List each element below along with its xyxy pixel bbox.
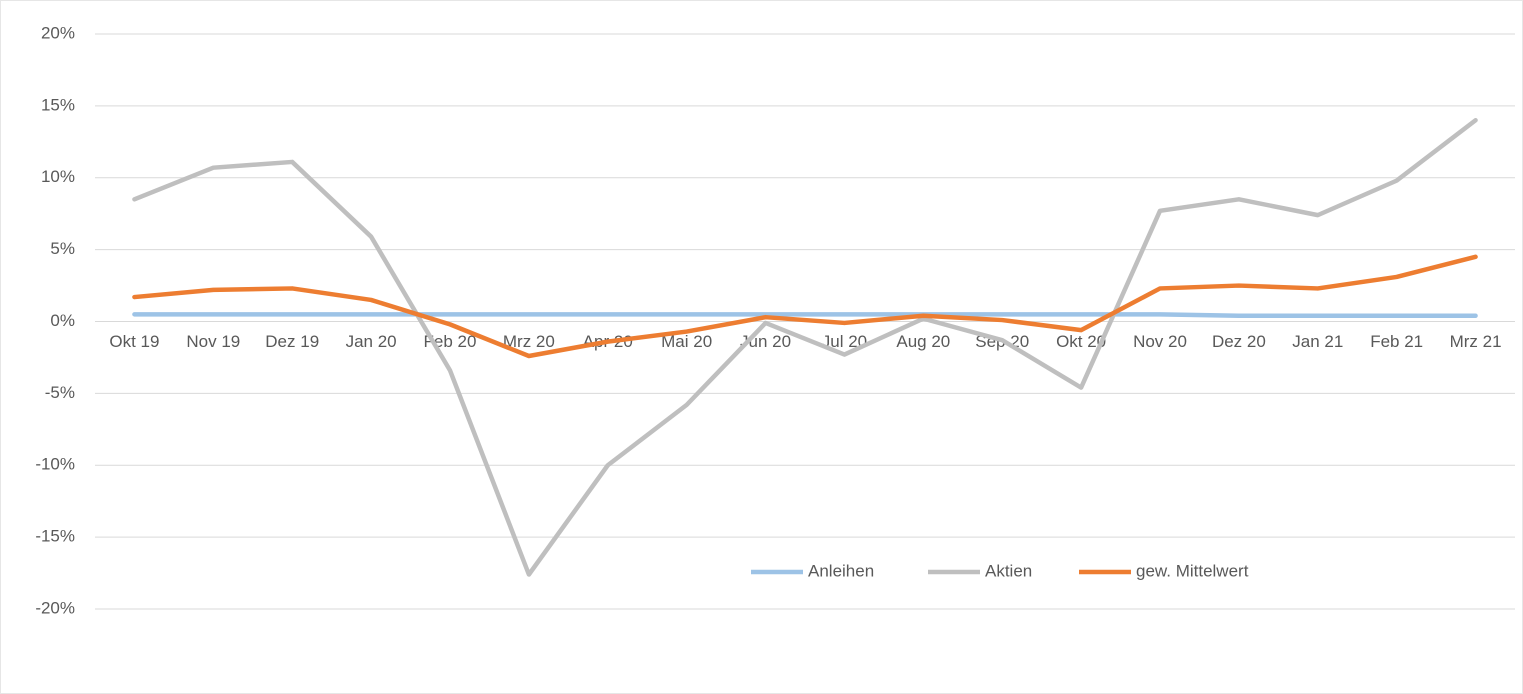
series-line bbox=[132, 118, 1478, 577]
x-tick-label: Okt 19 bbox=[109, 332, 159, 351]
x-tick-label: Nov 19 bbox=[186, 332, 240, 351]
x-tick-label: Jan 20 bbox=[346, 332, 397, 351]
series-line bbox=[132, 312, 1478, 318]
x-tick-label: Mai 20 bbox=[661, 332, 712, 351]
y-tick-label: -15% bbox=[35, 527, 75, 546]
y-tick-label: 15% bbox=[41, 95, 75, 114]
y-tick-label: -20% bbox=[35, 598, 75, 617]
y-tick-label: 0% bbox=[50, 311, 75, 330]
x-tick-label: Dez 19 bbox=[265, 332, 319, 351]
legend-label: Aktien bbox=[985, 561, 1032, 580]
y-tick-label: -10% bbox=[35, 455, 75, 474]
x-tick-label: Mrz 20 bbox=[503, 332, 555, 351]
x-tick-label: Jul 20 bbox=[822, 332, 867, 351]
x-tick-label: Mrz 21 bbox=[1450, 332, 1502, 351]
x-tick-label: Jan 21 bbox=[1292, 332, 1343, 351]
x-tick-label: Nov 20 bbox=[1133, 332, 1187, 351]
x-tick-label: Dez 20 bbox=[1212, 332, 1266, 351]
series-line bbox=[132, 254, 1478, 359]
x-tick-label: Feb 21 bbox=[1370, 332, 1423, 351]
legend-label: gew. Mittelwert bbox=[1136, 561, 1249, 580]
x-tick-label: Okt 20 bbox=[1056, 332, 1106, 351]
y-tick-label: 5% bbox=[50, 239, 75, 258]
legend-label: Anleihen bbox=[808, 561, 874, 580]
y-tick-label: 20% bbox=[41, 23, 75, 42]
x-tick-label: Aug 20 bbox=[896, 332, 950, 351]
y-tick-label: 10% bbox=[41, 167, 75, 186]
y-tick-label: -5% bbox=[45, 383, 75, 402]
